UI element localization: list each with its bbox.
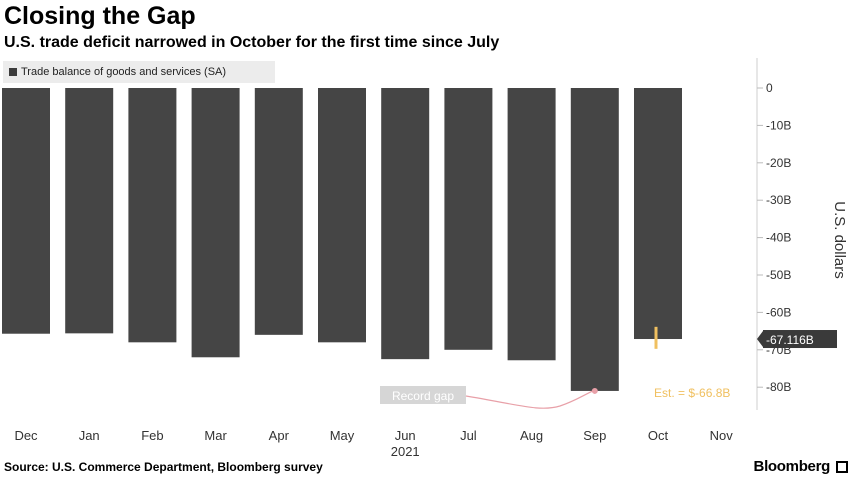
x-tick-label: May [330, 428, 355, 443]
y-tick-label: -60B [766, 305, 791, 319]
annotation-connector [465, 390, 594, 409]
y-tick-label: -80B [766, 380, 791, 394]
annotation-label-bg [380, 386, 466, 404]
annotation-dot [591, 387, 598, 394]
legend: Trade balance of goods and services (SA) [3, 61, 275, 83]
y-tick-label: 0 [766, 81, 773, 95]
x-tick-label: Mar [204, 428, 227, 443]
x-tick-label: Feb [141, 428, 163, 443]
x-tick-label: Sep [583, 428, 606, 443]
y-tick-label: -10B [766, 118, 791, 132]
x-tick-label: Aug [520, 428, 543, 443]
bar [65, 88, 114, 334]
x-tick-label: Nov [710, 428, 734, 443]
x-tick-label: Jun [395, 428, 416, 443]
brand-mark-icon [836, 461, 848, 473]
bar [507, 88, 556, 361]
last-value-label: -67.116B [766, 333, 814, 347]
x-tick-label: Apr [269, 428, 290, 443]
y-tick-label: -40B [766, 231, 791, 245]
last-value-badge [763, 330, 837, 349]
x-tick-label: Jul [460, 428, 477, 443]
y-tick-label: -50B [766, 268, 791, 282]
source-note: Source: U.S. Commerce Department, Bloomb… [4, 460, 323, 474]
bar [191, 88, 240, 358]
x-tick-label: Oct [648, 428, 669, 443]
x-tick-label: Jan [79, 428, 100, 443]
chart-title: Closing the Gap [4, 2, 196, 30]
legend-label: Trade balance of goods and services (SA) [21, 66, 227, 78]
bar [444, 88, 493, 350]
bar [381, 88, 430, 360]
y-tick-label: -30B [766, 193, 791, 207]
x-tick-label: Dec [14, 428, 38, 443]
bar [570, 88, 619, 391]
chart-subtitle: U.S. trade deficit narrowed in October f… [4, 34, 500, 51]
y-tick-label: -20B [766, 156, 791, 170]
bar [2, 88, 50, 334]
bar [318, 88, 366, 343]
estimate-label: Est. = $-66.8B [654, 386, 730, 400]
brand-logo: Bloomberg [753, 458, 831, 475]
legend-swatch [9, 68, 17, 76]
bar [128, 88, 177, 343]
year-label: 2021 [391, 444, 420, 459]
y-axis-title: U.S. dollars [831, 201, 848, 279]
bar [254, 88, 303, 335]
bar [634, 88, 682, 340]
annotation-label: Record gap [392, 389, 454, 403]
last-value-pointer [757, 331, 763, 348]
